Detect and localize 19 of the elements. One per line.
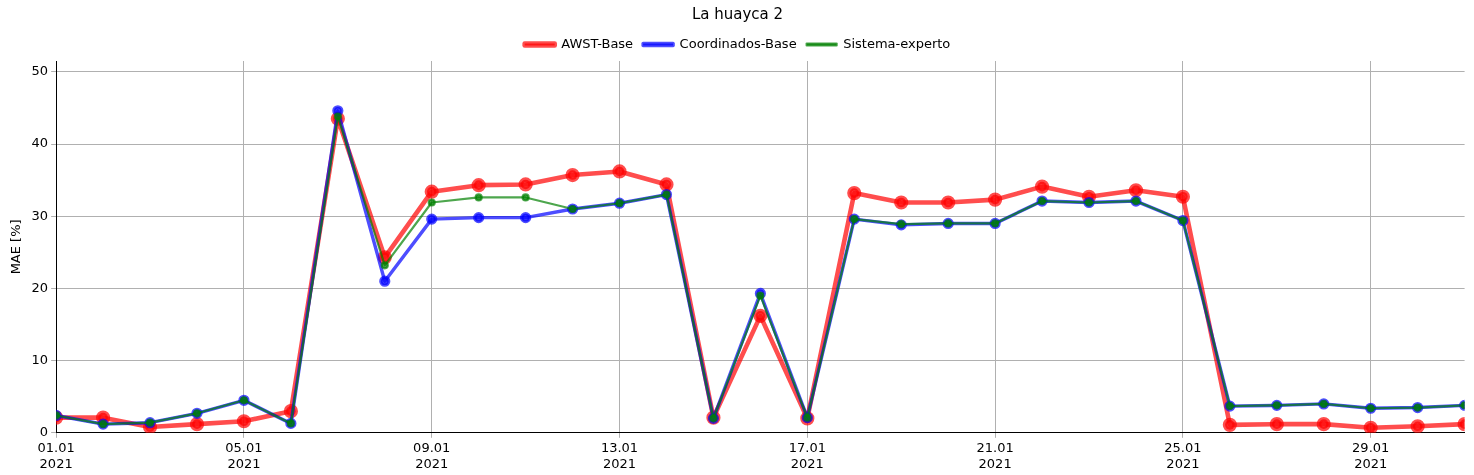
y-tick-label: 20 <box>31 279 49 295</box>
x-tick-label: 09.01 2021 <box>413 439 451 471</box>
x-tick-label: 13.01 2021 <box>600 439 639 471</box>
y-tick-label: 30 <box>31 207 49 223</box>
x-tick-label: 29.01 2021 <box>1352 439 1390 471</box>
x-tick-label: 25.01 2021 <box>1164 439 1202 471</box>
x-tick-label: 01.01 2021 <box>37 439 75 471</box>
y-tick-label: 40 <box>31 135 49 151</box>
x-tick-label: 05.01 2021 <box>225 439 263 471</box>
legend-label: Sistema-experto <box>843 35 951 51</box>
legend-label: Coordinados-Base <box>679 35 797 51</box>
x-tick-label: 21.01 2021 <box>976 439 1014 471</box>
y-tick-label: 50 <box>31 63 49 79</box>
y-tick-label: 10 <box>31 351 49 367</box>
chart-title: La huayca 2 <box>691 4 784 23</box>
x-tick-label: 17.01 2021 <box>788 439 826 471</box>
y-tick-label: 0 <box>39 424 49 440</box>
legend-label: AWST-Base <box>561 35 634 51</box>
y-axis-title: MAE [%] <box>8 219 24 275</box>
